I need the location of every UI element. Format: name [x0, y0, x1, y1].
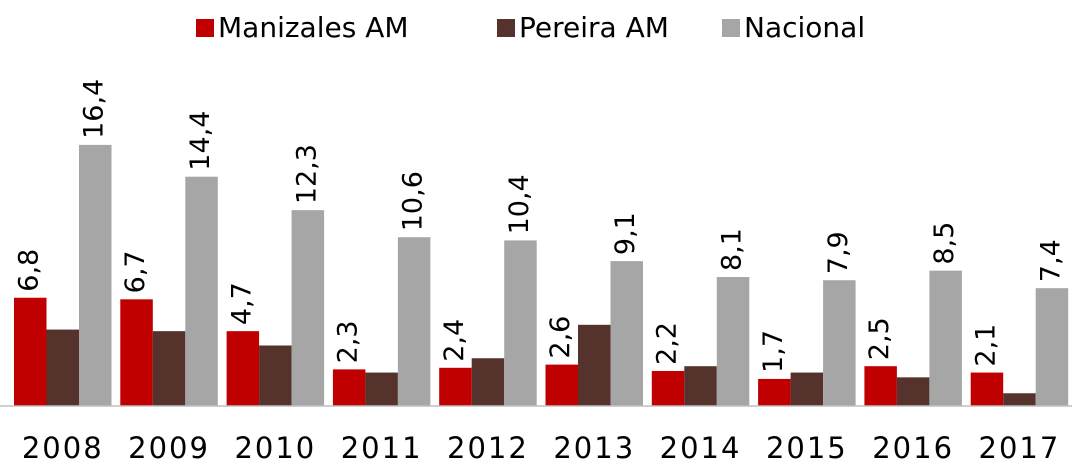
data-label: 2,6: [545, 316, 576, 359]
bar: [439, 367, 472, 406]
data-label: 8,1: [717, 228, 748, 271]
x-tick-label: 2010: [234, 431, 316, 465]
data-label: 2,4: [439, 319, 470, 362]
bar: [471, 358, 505, 406]
data-label: 10,4: [504, 174, 535, 234]
bar: [46, 329, 79, 406]
legend-label: Manizales AM: [218, 11, 409, 44]
bar: [365, 372, 398, 406]
x-tick-label: 2015: [766, 431, 848, 465]
data-label: 9,1: [610, 212, 641, 255]
bar: [684, 366, 717, 406]
bar: [790, 372, 824, 406]
data-label: 7,4: [1035, 239, 1066, 282]
data-label: 4,7: [226, 282, 257, 325]
data-label: 2,3: [333, 320, 364, 363]
legend-label: Pereira AM: [519, 11, 669, 44]
bar: [152, 331, 186, 406]
x-tick-label: 2009: [128, 431, 210, 465]
legend-label: Nacional: [744, 11, 865, 44]
legend-swatch: [196, 19, 214, 37]
data-label: 2,1: [970, 324, 1001, 367]
bar: [970, 372, 1004, 406]
bar: [332, 369, 366, 406]
x-tick-label: 2013: [553, 431, 635, 465]
bar: [823, 280, 856, 406]
data-label: 12,3: [291, 144, 322, 204]
data-label: 1,7: [758, 330, 789, 373]
bar: [578, 324, 611, 406]
data-label: 6,7: [120, 250, 151, 293]
bar: [545, 364, 578, 406]
legend-swatch: [497, 19, 515, 37]
bar: [610, 261, 643, 406]
bar: [259, 345, 292, 406]
x-tick-label: 2008: [22, 431, 104, 465]
data-label: 7,9: [823, 231, 854, 274]
bar: [397, 237, 431, 406]
bar: [929, 270, 962, 406]
x-tick-label: 2014: [660, 431, 742, 465]
bar: [120, 299, 153, 406]
data-label: 14,4: [185, 111, 216, 171]
bar: [79, 144, 112, 406]
x-tick-label: 2011: [341, 431, 423, 465]
legend-swatch: [722, 19, 740, 37]
data-label: 16,4: [79, 79, 110, 139]
bar: [651, 370, 685, 406]
data-label: 6,8: [14, 249, 45, 292]
data-label: 2,2: [652, 322, 683, 365]
data-label: 10,6: [398, 171, 429, 231]
bar: [1003, 393, 1036, 406]
bar: [185, 176, 218, 406]
x-tick-label: 2012: [447, 431, 529, 465]
data-label: 8,5: [929, 222, 960, 265]
bar: [758, 378, 791, 406]
bar: [14, 297, 47, 406]
bar: [716, 277, 750, 406]
bar: [1035, 288, 1069, 406]
bar: [291, 210, 325, 406]
x-tick-label: 2017: [979, 431, 1061, 465]
bar: [896, 377, 930, 406]
bar: [504, 240, 537, 406]
data-label: 2,5: [864, 317, 895, 360]
bar: [864, 366, 897, 406]
x-tick-label: 2016: [872, 431, 954, 465]
bar: [226, 331, 260, 406]
